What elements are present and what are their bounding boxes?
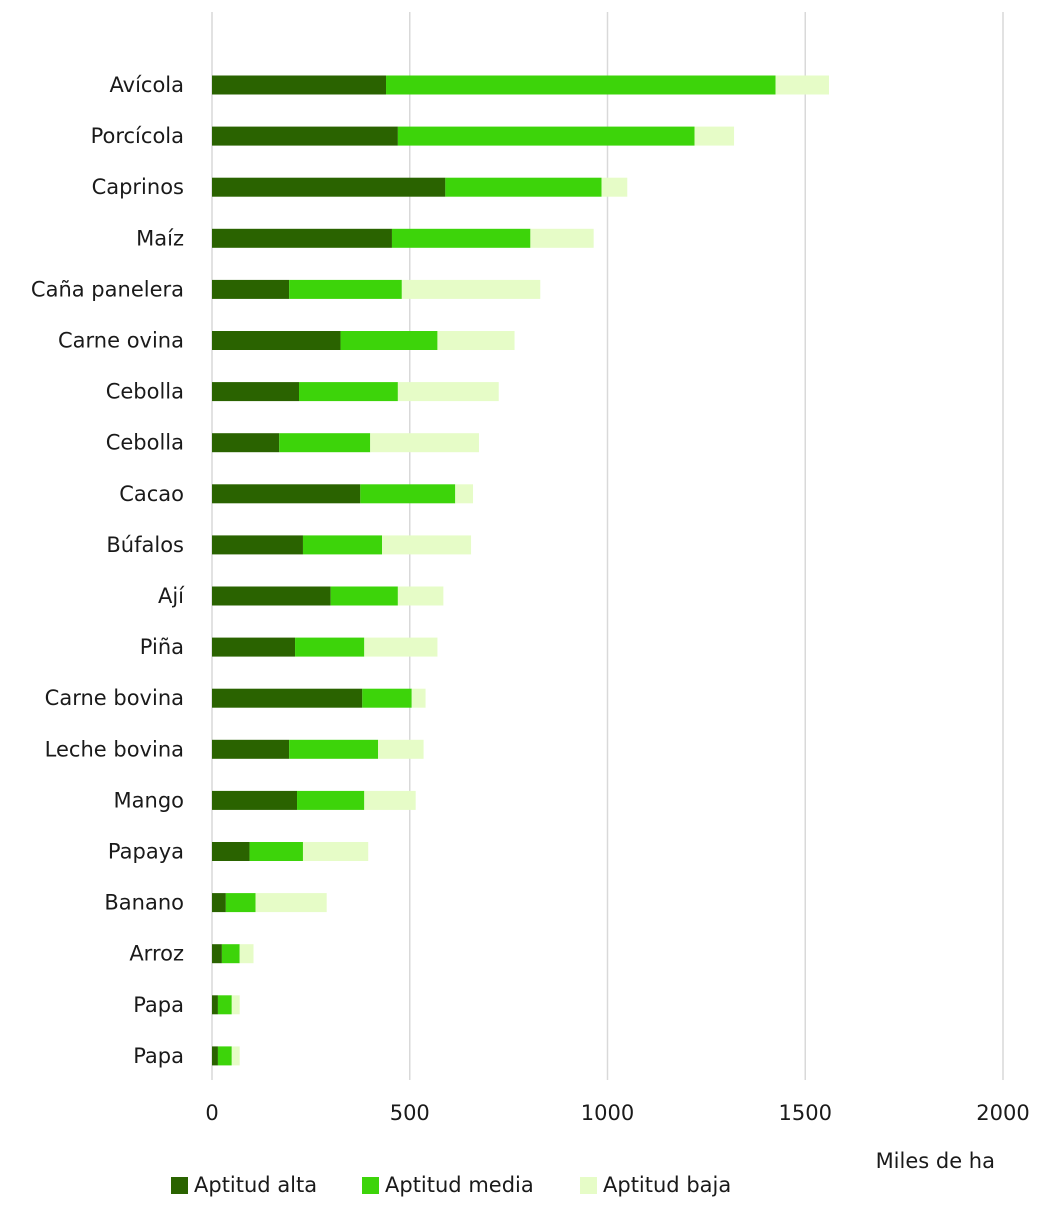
legend-swatch (171, 1177, 188, 1194)
bar-segment (212, 586, 331, 606)
category-label: Cebolla (106, 380, 184, 404)
bar-segment (330, 586, 398, 606)
bar-segment (212, 382, 300, 402)
category-label: Caprinos (92, 175, 184, 199)
bar-segment (255, 893, 327, 913)
bar-segment (445, 177, 602, 197)
x-tick-label: 2000 (976, 1101, 1029, 1125)
category-label: Papa (133, 993, 184, 1017)
x-tick-label: 500 (390, 1101, 430, 1125)
bar-segment (212, 944, 222, 964)
category-label: Porcícola (91, 124, 184, 148)
legend-label: Aptitud alta (194, 1173, 317, 1197)
x-axis-title: Miles de ha (876, 1149, 995, 1173)
bar-segment (601, 177, 628, 197)
category-label: Cebolla (106, 431, 184, 455)
bar-segment (397, 126, 695, 146)
bar-segment (360, 484, 456, 504)
category-label: Papaya (108, 840, 184, 864)
legend-swatch (580, 1177, 597, 1194)
bar-segment (401, 279, 541, 299)
bar-segment (212, 688, 363, 708)
bar-segment (212, 331, 341, 350)
bar-segment (397, 382, 499, 402)
bar-segment (530, 228, 594, 248)
bar-segment (775, 75, 829, 95)
bar-segment (212, 228, 392, 248)
bar-segment (302, 535, 383, 555)
x-tick-label: 1000 (581, 1101, 634, 1125)
bar-segment (217, 1046, 232, 1066)
bar-segment (239, 944, 254, 964)
bar-segment (212, 433, 280, 453)
bar-segment (212, 177, 446, 197)
bar-segment (212, 790, 298, 810)
category-label: Arroz (129, 942, 184, 966)
category-label: Carne ovina (58, 329, 184, 353)
bar-segment (212, 126, 398, 146)
bar-segment (212, 637, 296, 657)
bar-segment (299, 382, 398, 402)
bar-segment (295, 637, 365, 657)
bar-segment (340, 331, 438, 350)
bar-segment (391, 228, 531, 248)
category-label: Avícola (110, 73, 185, 97)
bar-segment (212, 535, 303, 555)
bar-segment (212, 739, 290, 759)
bar-segment (231, 995, 240, 1015)
bar-segment (225, 893, 256, 913)
x-tick-label: 1500 (779, 1101, 832, 1125)
legend: Aptitud alta Aptitud media Aptitud baja (171, 1173, 731, 1197)
bar-segment (212, 995, 218, 1015)
bar-segment (212, 279, 290, 299)
category-label: Leche bovina (45, 737, 184, 761)
legend-label: Aptitud baja (603, 1173, 731, 1197)
bar-segment (231, 1046, 240, 1066)
bar-segment (382, 535, 472, 555)
bar-segment (212, 75, 387, 95)
bar-segment (364, 637, 438, 657)
legend-label: Aptitud media (385, 1173, 534, 1197)
category-label: Ají (158, 584, 185, 608)
bar-segment (212, 893, 226, 913)
bar-segment (302, 842, 369, 861)
category-label: Piña (140, 635, 184, 659)
bar-segment (694, 126, 735, 146)
category-label: Maíz (136, 226, 184, 250)
x-tick-label: 0 (205, 1101, 218, 1125)
bar-segment (397, 586, 444, 606)
category-label: Banano (104, 891, 184, 915)
bar-segment (212, 842, 250, 861)
bar-segment (217, 995, 232, 1015)
category-label: Mango (114, 788, 184, 812)
bar-segment (386, 75, 776, 95)
category-label: Carne bovina (45, 686, 184, 710)
bar-segment (370, 433, 479, 453)
bar-segment (437, 331, 515, 350)
x-axis-ticks: 0 500 1000 1500 2000 (205, 1101, 1029, 1125)
category-label: Caña panelera (31, 277, 184, 301)
bar-segment (297, 790, 365, 810)
bar-segment (221, 944, 240, 964)
bar-segment (279, 433, 371, 453)
bar-segment (378, 739, 424, 759)
bar-segment (364, 790, 416, 810)
category-label: Papa (133, 1044, 184, 1068)
bar-segment (249, 842, 303, 861)
bar-segment (362, 688, 412, 708)
bar-segment (411, 688, 426, 708)
category-labels: Avícola Porcícola Caprinos Maíz Caña paneler… (31, 73, 185, 1068)
legend-swatch (362, 1177, 379, 1194)
category-label: Búfalos (106, 533, 184, 557)
category-label: Cacao (119, 482, 184, 506)
bars (212, 75, 829, 1066)
bar-segment (289, 279, 402, 299)
bar-segment (289, 739, 379, 759)
bar-segment (212, 484, 361, 504)
bar-segment (455, 484, 474, 504)
bar-segment (212, 1046, 218, 1066)
